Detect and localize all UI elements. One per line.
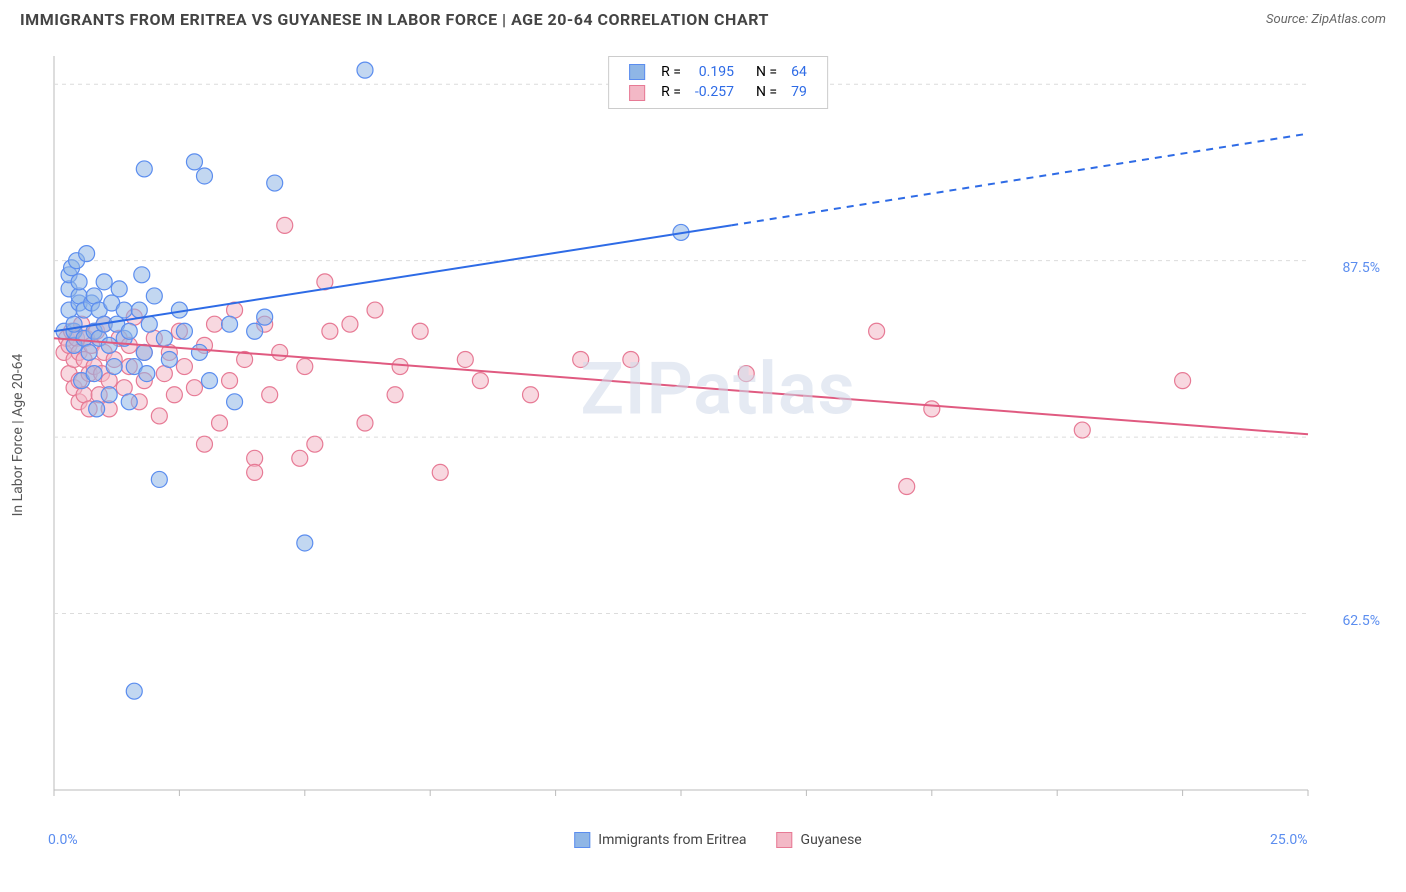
swatch-icon: [629, 85, 645, 101]
legend-item-eritrea: Immigrants from Eritrea: [574, 832, 746, 848]
r-value: 0.195: [689, 63, 740, 81]
swatch-icon: [629, 64, 645, 80]
r-label: R =: [655, 63, 687, 81]
r-label: R =: [655, 83, 687, 101]
legend-label: Immigrants from Eritrea: [598, 832, 746, 848]
series-legend: Immigrants from Eritrea Guyanese: [574, 832, 861, 848]
legend-row-guyanese: R = -0.257 N = 79: [623, 83, 813, 101]
correlation-legend: R = 0.195 N = 64 R = -0.257 N = 79: [608, 56, 828, 109]
source-label: Source: ZipAtlas.com: [1266, 12, 1386, 27]
chart-title: IMMIGRANTS FROM ERITREA VS GUYANESE IN L…: [20, 10, 769, 29]
scatter-plot: [48, 50, 1388, 820]
n-label: N =: [742, 63, 783, 81]
x-tick-label: 25.0%: [1270, 832, 1308, 848]
x-tick-label: 0.0%: [48, 832, 78, 848]
legend-row-eritrea: R = 0.195 N = 64: [623, 63, 813, 81]
y-tick-label: 62.5%: [1342, 613, 1380, 629]
swatch-icon: [777, 832, 793, 848]
r-value: -0.257: [689, 83, 740, 101]
swatch-icon: [574, 832, 590, 848]
n-value: 79: [785, 83, 813, 101]
n-value: 64: [785, 63, 813, 81]
y-tick-label: 87.5%: [1342, 260, 1380, 276]
legend-item-guyanese: Guyanese: [777, 832, 862, 848]
legend-label: Guyanese: [801, 832, 862, 848]
chart-area: In Labor Force | Age 20-64 ZIPatlas R = …: [48, 50, 1388, 820]
y-axis-label: In Labor Force | Age 20-64: [10, 354, 26, 517]
n-label: N =: [742, 83, 783, 101]
